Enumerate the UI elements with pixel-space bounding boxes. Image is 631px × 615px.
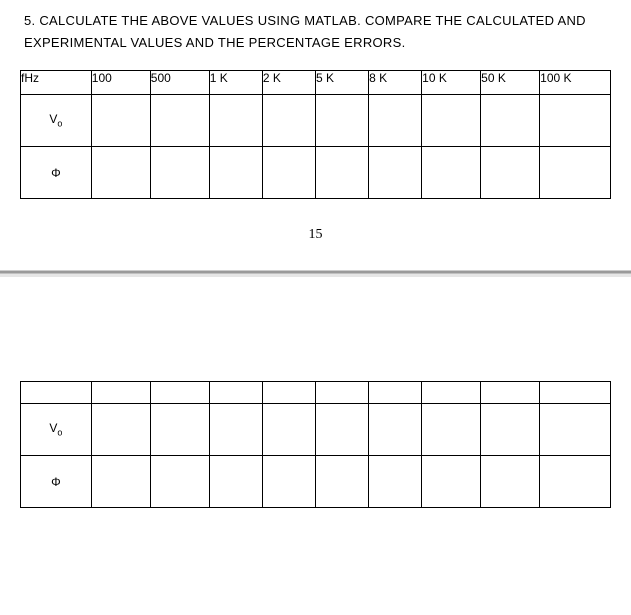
t2-hdr-c1 xyxy=(91,382,150,404)
hdr-8k: 8 K xyxy=(369,71,422,95)
t2-hdr-c7 xyxy=(422,382,481,404)
table-1-phi-row: Φ xyxy=(21,147,611,199)
t2-phi-c8 xyxy=(481,456,540,508)
table-1-vo-row: Vo xyxy=(21,95,611,147)
t1-vo-c8 xyxy=(481,95,540,147)
table-2-phi-row: Φ xyxy=(21,456,611,508)
data-table-1: fHz 100 500 1 K 2 K 5 K 8 K 10 K 50 K 10… xyxy=(20,70,611,199)
row-label-vo-2: Vo xyxy=(21,404,92,456)
t1-phi-c6 xyxy=(369,147,422,199)
t1-phi-c1 xyxy=(91,147,150,199)
t2-hdr-c2 xyxy=(150,382,209,404)
vo-sub-2: o xyxy=(57,428,62,438)
instruction-line-1: 5. CALCULATE THE ABOVE VALUES USING MATL… xyxy=(24,13,586,28)
table-1-header-row: fHz 100 500 1 K 2 K 5 K 8 K 10 K 50 K 10… xyxy=(21,71,611,95)
page-number: 15 xyxy=(0,199,631,261)
t2-phi-c6 xyxy=(369,456,422,508)
row-label-vo: Vo xyxy=(21,95,92,147)
t1-vo-c9 xyxy=(540,95,611,147)
t1-vo-c1 xyxy=(91,95,150,147)
t2-vo-c8 xyxy=(481,404,540,456)
t1-vo-c5 xyxy=(315,95,368,147)
t1-vo-c4 xyxy=(262,95,315,147)
t2-hdr-c8 xyxy=(481,382,540,404)
hdr-100: 100 xyxy=(91,71,150,95)
t2-phi-c9 xyxy=(540,456,611,508)
page-container: 5. CALCULATE THE ABOVE VALUES USING MATL… xyxy=(0,0,631,508)
data-table-2: Vo Φ xyxy=(20,381,611,508)
t2-phi-c3 xyxy=(209,456,262,508)
t2-phi-c2 xyxy=(150,456,209,508)
instruction-line-2: EXPERIMENTAL VALUES AND THE PERCENTAGE E… xyxy=(24,35,406,50)
t1-phi-c8 xyxy=(481,147,540,199)
t2-phi-c1 xyxy=(91,456,150,508)
t1-phi-c4 xyxy=(262,147,315,199)
hdr-2k: 2 K xyxy=(262,71,315,95)
t1-phi-c5 xyxy=(315,147,368,199)
hdr-10k: 10 K xyxy=(422,71,481,95)
t1-phi-c3 xyxy=(209,147,262,199)
hdr-100k: 100 K xyxy=(540,71,611,95)
hdr-500: 500 xyxy=(150,71,209,95)
t1-phi-c2 xyxy=(150,147,209,199)
t2-hdr-c5 xyxy=(315,382,368,404)
t2-hdr-c6 xyxy=(369,382,422,404)
table-2-vo-row: Vo xyxy=(21,404,611,456)
page-break-divider xyxy=(0,269,631,277)
t2-vo-c2 xyxy=(150,404,209,456)
t2-vo-c7 xyxy=(422,404,481,456)
hdr-5k: 5 K xyxy=(315,71,368,95)
hdr-fhz: fHz xyxy=(21,71,92,95)
table-2-header-row xyxy=(21,382,611,404)
t2-phi-c7 xyxy=(422,456,481,508)
t2-hdr-c4 xyxy=(262,382,315,404)
t1-phi-c7 xyxy=(422,147,481,199)
t2-vo-c5 xyxy=(315,404,368,456)
page-gap xyxy=(0,277,631,373)
t2-hdr-c9 xyxy=(540,382,611,404)
t2-vo-c3 xyxy=(209,404,262,456)
vo-sub: o xyxy=(57,119,62,129)
t2-hdr-c3 xyxy=(209,382,262,404)
hdr-1k: 1 K xyxy=(209,71,262,95)
table-2-wrap: Vo Φ xyxy=(0,373,631,508)
t1-vo-c3 xyxy=(209,95,262,147)
t1-phi-c9 xyxy=(540,147,611,199)
hdr-50k: 50 K xyxy=(481,71,540,95)
t1-vo-c7 xyxy=(422,95,481,147)
table-1-wrap: fHz 100 500 1 K 2 K 5 K 8 K 10 K 50 K 10… xyxy=(0,62,631,199)
row-label-phi-2: Φ xyxy=(21,456,92,508)
t1-vo-c2 xyxy=(150,95,209,147)
t2-vo-c9 xyxy=(540,404,611,456)
t2-vo-c4 xyxy=(262,404,315,456)
t2-phi-c5 xyxy=(315,456,368,508)
t2-vo-c1 xyxy=(91,404,150,456)
row-label-phi: Φ xyxy=(21,147,92,199)
t2-vo-c6 xyxy=(369,404,422,456)
t2-hdr-c0 xyxy=(21,382,92,404)
instruction-text: 5. CALCULATE THE ABOVE VALUES USING MATL… xyxy=(0,0,631,62)
t2-phi-c4 xyxy=(262,456,315,508)
t1-vo-c6 xyxy=(369,95,422,147)
